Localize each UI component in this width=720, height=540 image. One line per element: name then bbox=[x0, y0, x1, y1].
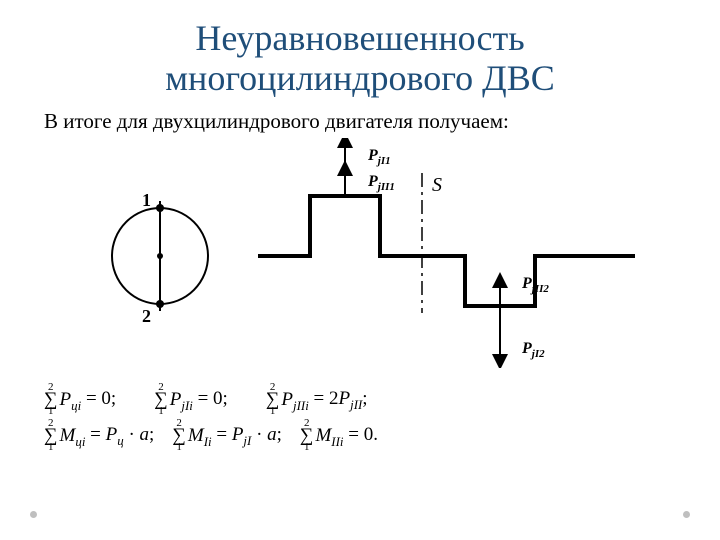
equation-row-1: 2 ∑ 1 Pцi = 0; 2 ∑ 1 PjIi = 0; 2 ∑ 1 PjI… bbox=[44, 381, 680, 417]
svg-text:PjII1: PjII1 bbox=[367, 173, 395, 193]
equation-row-2: 2 ∑ 1 Mцi = Pц · a; 2 ∑ 1 MIi = PjI · a;… bbox=[44, 417, 680, 453]
crankshaft-diagram: 12SPjI1PjII1PjII2PjI2 bbox=[70, 138, 650, 368]
equation-block: 2 ∑ 1 Pцi = 0; 2 ∑ 1 PjIi = 0; 2 ∑ 1 PjI… bbox=[44, 381, 680, 453]
decor-dot-right bbox=[683, 511, 690, 518]
lead-paragraph: В итоге для двухцилиндрового двигателя п… bbox=[44, 109, 680, 134]
svg-text:S: S bbox=[432, 174, 442, 196]
svg-text:2: 2 bbox=[142, 306, 151, 326]
svg-text:PjI2: PjI2 bbox=[521, 340, 545, 360]
diagram-container: 12SPjI1PjII1PjII2PjI2 bbox=[40, 138, 680, 373]
svg-text:PjI1: PjI1 bbox=[367, 147, 391, 167]
svg-text:1: 1 bbox=[142, 190, 151, 210]
slide-title: Неуравновешенность многоцилиндрового ДВС bbox=[40, 18, 680, 99]
decor-dot-left bbox=[30, 511, 37, 518]
